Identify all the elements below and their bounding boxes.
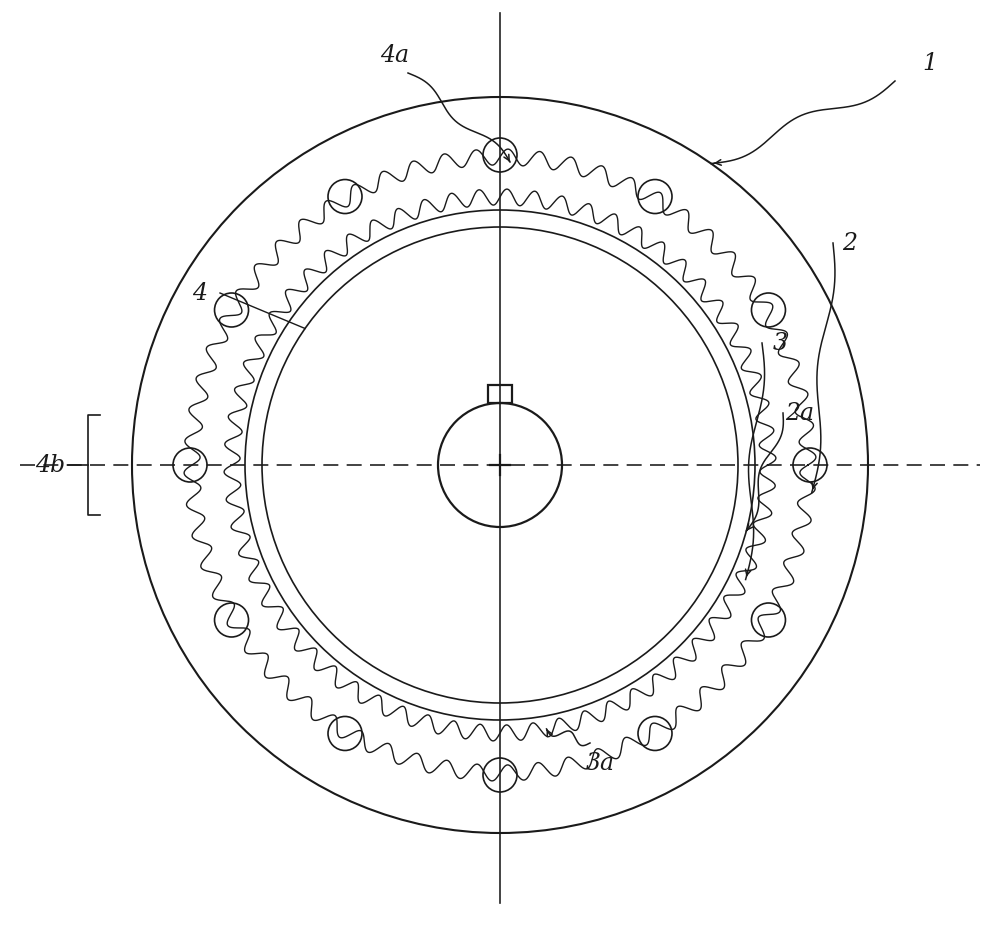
Text: 3a: 3a bbox=[585, 751, 615, 774]
Bar bbox=[488, 385, 512, 403]
Text: 3: 3 bbox=[772, 331, 788, 355]
Text: 2: 2 bbox=[842, 231, 858, 255]
Text: 1: 1 bbox=[922, 51, 938, 75]
Text: 4a: 4a bbox=[380, 44, 410, 66]
Text: 4b: 4b bbox=[35, 453, 65, 477]
Text: 4: 4 bbox=[192, 282, 208, 304]
Text: 2a: 2a bbox=[785, 401, 815, 425]
